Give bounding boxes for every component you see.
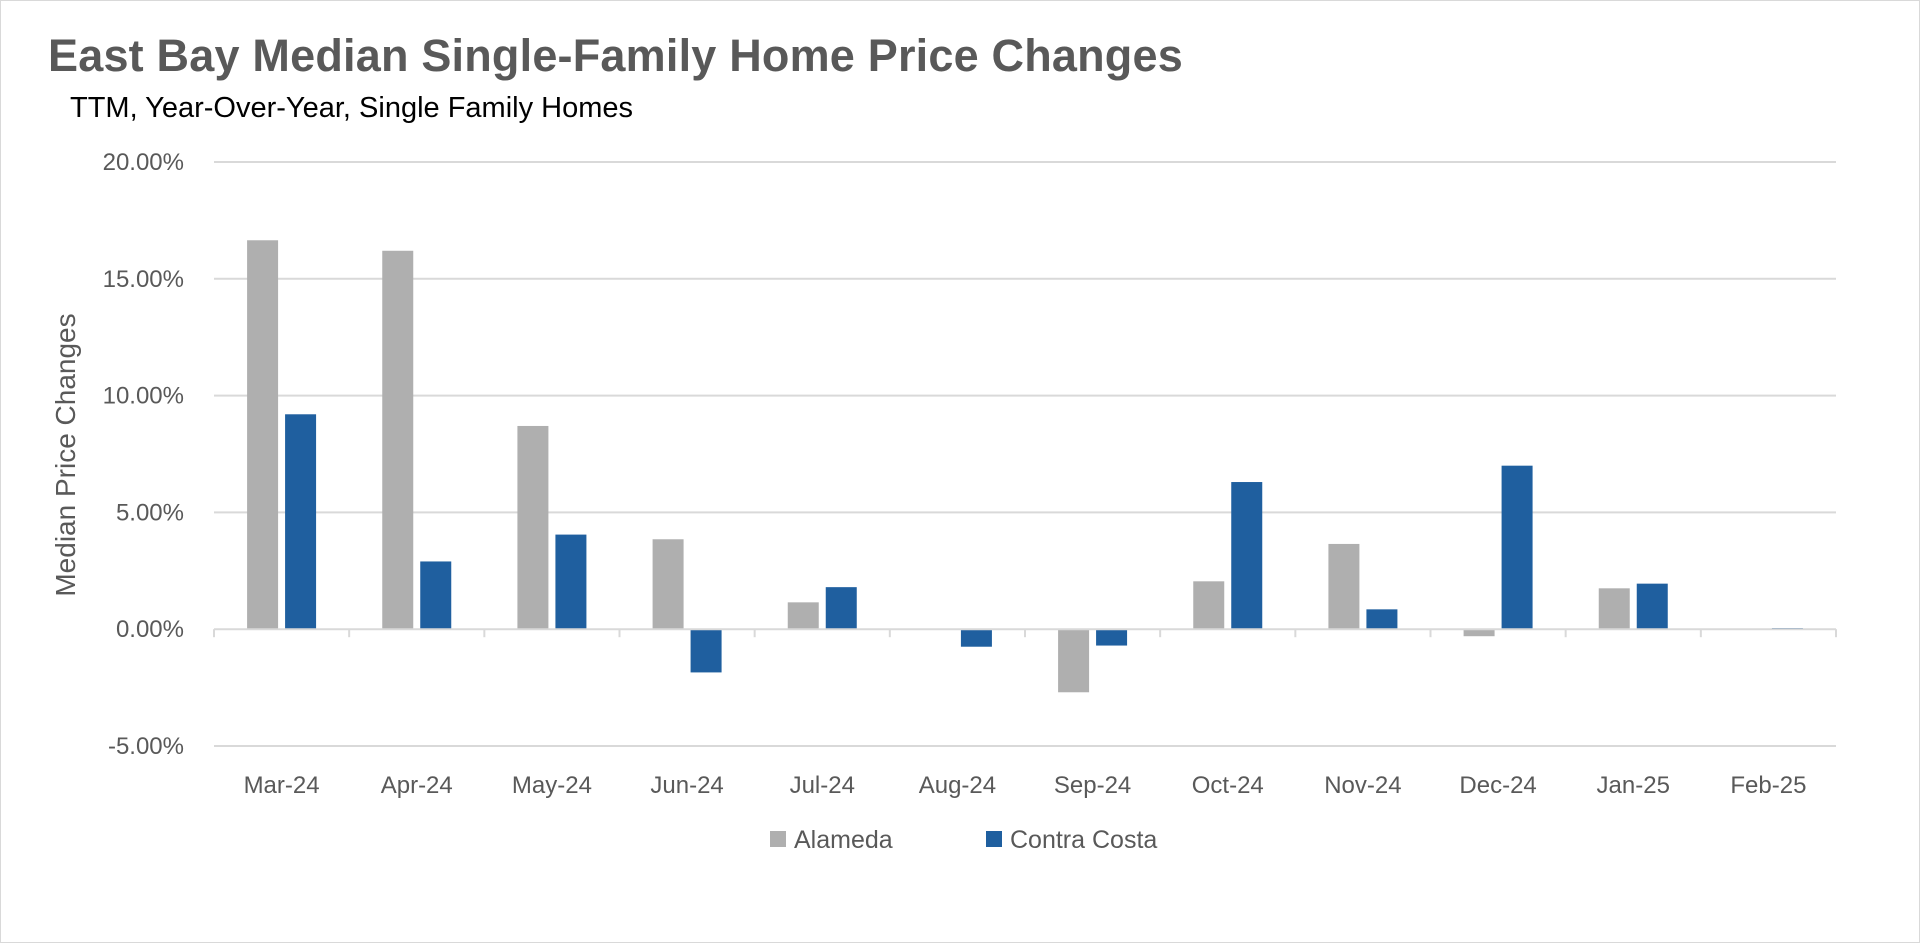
bar: [1463, 629, 1495, 637]
bar: [690, 629, 722, 673]
bar: [1636, 583, 1668, 630]
x-tick-label: Feb-25: [1730, 772, 1806, 799]
bar: [1231, 482, 1263, 630]
x-tick-label: May-24: [512, 772, 592, 799]
gridlines: [214, 161, 1836, 747]
bars: [247, 240, 1803, 693]
legend-swatch: [986, 831, 1002, 847]
bar: [420, 561, 452, 630]
x-tick-label: Sep-24: [1054, 772, 1131, 799]
x-axis-ticks: Mar-24 Apr-24 May-24 Jun-24 Jul-24 Aug-24 Sep-…: [244, 772, 1807, 799]
x-tick-label: Apr-24: [381, 772, 453, 799]
bar: [382, 250, 414, 630]
x-tick-label: Aug-24: [919, 772, 996, 799]
y-tick-label: 15.00%: [103, 266, 184, 293]
y-tick-label: 10.00%: [103, 383, 184, 410]
x-tick-label: Oct-24: [1192, 772, 1264, 799]
bar: [285, 414, 317, 630]
bar: [247, 240, 279, 630]
bar: [787, 602, 819, 630]
x-tick-label: Dec-24: [1459, 772, 1536, 799]
bar: [517, 425, 549, 630]
bar: [1096, 629, 1128, 646]
x-tick-label: Jul-24: [790, 772, 855, 799]
y-tick-label: -5.00%: [108, 733, 184, 760]
x-tick-label: Nov-24: [1324, 772, 1401, 799]
y-axis-title: Median Price Changes: [50, 313, 81, 596]
legend-label: Contra Costa: [1010, 826, 1157, 854]
legend: Alameda Contra Costa: [770, 826, 1157, 854]
x-tick-label: Jan-25: [1597, 772, 1670, 799]
x-tick-label: Mar-24: [244, 772, 320, 799]
x-axis: [213, 628, 1837, 638]
chart-title: East Bay Median Single-Family Home Price…: [48, 30, 1183, 81]
bar: [1501, 465, 1533, 630]
bar: [1328, 543, 1360, 630]
bar: [1193, 581, 1225, 630]
chart-subtitle: TTM, Year-Over-Year, Single Family Homes: [70, 92, 634, 124]
x-tick-label: Jun-24: [650, 772, 723, 799]
y-tick-label: 20.00%: [103, 149, 184, 176]
bar: [1366, 609, 1398, 630]
y-tick-label: 5.00%: [116, 499, 184, 526]
bar: [825, 587, 857, 630]
y-axis-ticks: -5.00% 0.00% 5.00% 10.00% 15.00% 20.00%: [103, 149, 184, 760]
bar: [555, 534, 587, 630]
legend-swatch: [770, 831, 786, 847]
bar: [652, 539, 684, 630]
legend-label: Alameda: [794, 826, 893, 854]
bar: [1058, 629, 1090, 693]
bar: [960, 629, 992, 647]
bar: [1598, 588, 1630, 630]
y-tick-label: 0.00%: [116, 616, 184, 643]
